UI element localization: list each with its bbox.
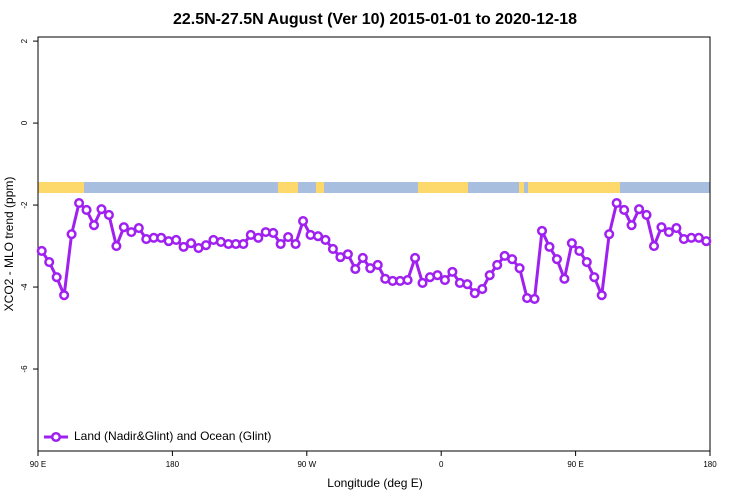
land-ocean-band xyxy=(38,182,710,193)
x-axis-label: Longitude (deg E) xyxy=(327,476,422,490)
data-point xyxy=(447,266,458,277)
data-point xyxy=(581,256,592,268)
data-point xyxy=(402,275,413,286)
data-point xyxy=(559,273,570,284)
data-point xyxy=(312,231,324,242)
data-point xyxy=(439,275,450,286)
y-tick-label: -6 xyxy=(20,365,29,373)
data-point xyxy=(641,209,652,220)
data-point xyxy=(186,238,197,249)
data-point xyxy=(357,252,368,263)
data-point xyxy=(320,234,331,245)
data-point xyxy=(372,259,383,270)
data-point xyxy=(634,204,645,215)
data-point xyxy=(88,220,100,231)
data-point xyxy=(507,254,518,265)
x-tick-label: 0 xyxy=(439,460,444,469)
data-point xyxy=(283,231,294,243)
land-segment xyxy=(528,182,620,193)
data-point xyxy=(462,279,473,290)
data-point xyxy=(589,272,600,283)
data-point xyxy=(596,290,607,301)
data-point xyxy=(44,256,55,268)
y-axis-label: XCO2 - MLO trend (ppm) xyxy=(2,177,16,312)
data-point xyxy=(268,227,279,238)
x-tick-label: 180 xyxy=(703,460,717,469)
x-tick-label: 180 xyxy=(166,460,180,469)
data-point xyxy=(66,229,77,240)
data-point xyxy=(253,232,264,243)
ocean-band xyxy=(38,182,710,193)
legend-label: Land (Nadir&Glint) and Ocean (Glint) xyxy=(74,429,271,443)
data-point xyxy=(701,236,712,247)
data-point xyxy=(36,245,47,257)
data-point xyxy=(200,240,212,251)
data-point xyxy=(648,240,660,252)
data-point xyxy=(469,288,480,299)
data-point xyxy=(298,215,309,227)
data-point xyxy=(327,243,338,254)
data-point xyxy=(529,293,540,304)
data-point xyxy=(611,197,622,209)
data-point xyxy=(81,204,92,216)
data-point xyxy=(619,204,630,216)
data-point xyxy=(484,270,495,281)
data-point xyxy=(604,229,615,240)
x-tick-label: 90 E xyxy=(567,460,583,469)
data-point xyxy=(574,245,585,257)
data-point xyxy=(566,238,577,249)
data-point xyxy=(126,227,137,238)
data-point xyxy=(536,225,548,236)
data-point xyxy=(410,252,421,263)
y-tick-label: 0 xyxy=(20,120,29,125)
data-point xyxy=(171,234,182,245)
data-point xyxy=(671,222,682,234)
data-point xyxy=(663,227,674,238)
land-segment xyxy=(278,182,298,193)
data-point xyxy=(74,197,85,209)
data-point xyxy=(275,238,286,250)
x-tick-label: 90 W xyxy=(297,460,316,469)
data-point xyxy=(492,259,503,270)
data-point xyxy=(111,240,122,252)
data-point xyxy=(133,222,144,234)
data-point xyxy=(626,220,637,231)
data-point xyxy=(350,263,361,275)
data-point xyxy=(96,204,107,215)
data-point xyxy=(551,254,562,265)
x-tick-label: 90 E xyxy=(30,460,46,469)
data-point xyxy=(103,209,114,220)
data-point xyxy=(656,222,667,233)
chart-title: 22.5N-27.5N August (Ver 10) 2015-01-01 t… xyxy=(173,11,577,28)
data-point xyxy=(417,277,428,288)
data-point xyxy=(290,238,301,250)
data-point xyxy=(432,270,443,281)
land-segment xyxy=(38,182,84,193)
data-point xyxy=(51,272,62,283)
data-point xyxy=(118,222,129,233)
y-tick-label: -4 xyxy=(20,283,29,291)
data-point xyxy=(544,241,555,252)
y-tick-label: 2 xyxy=(20,38,29,43)
data-point xyxy=(178,241,189,252)
land-segment xyxy=(316,182,324,193)
data-point xyxy=(342,249,353,260)
data-point xyxy=(238,238,249,250)
data-point xyxy=(514,263,525,274)
data-point xyxy=(59,290,70,301)
land-segment xyxy=(519,182,524,193)
legend-marker xyxy=(50,431,62,443)
data-point xyxy=(477,284,488,295)
land-segment xyxy=(418,182,468,193)
y-tick-label: -2 xyxy=(20,201,29,209)
